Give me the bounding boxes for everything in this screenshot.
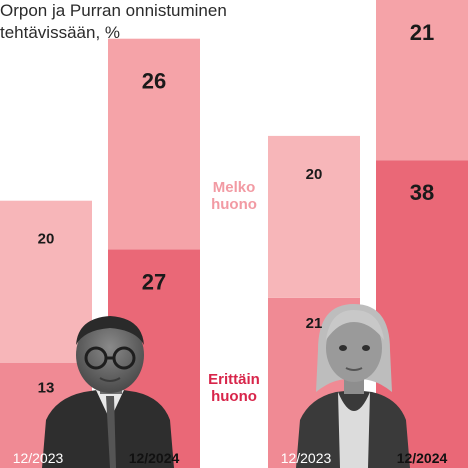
- bar-melko-huono: [376, 0, 468, 161]
- value-label-melko-huono: 21: [410, 20, 434, 45]
- x-tick-label: 12/2023: [13, 450, 64, 466]
- value-label-erittain-huono: 38: [410, 180, 434, 205]
- chart-title: Orpon ja Purran onnistuminen tehtävissää…: [0, 1, 227, 42]
- value-label-melko-huono: 20: [38, 231, 55, 248]
- value-label-melko-huono: 26: [142, 69, 166, 94]
- bar-melko-huono: [0, 200, 92, 363]
- series-label-erittain-huono: Erittäin huono: [208, 371, 260, 405]
- x-tick-label: 12/2024: [397, 450, 448, 466]
- orpo-portrait: [42, 316, 174, 468]
- x-tick-label: 12/2023: [281, 450, 332, 466]
- purra-portrait: [296, 304, 410, 468]
- value-label-erittain-huono: 21: [306, 315, 323, 332]
- value-label-melko-huono: 20: [306, 166, 323, 183]
- value-label-erittain-huono: 27: [142, 269, 166, 294]
- value-label-erittain-huono: 13: [38, 380, 55, 397]
- series-label-melko-huono: Melko huono: [211, 179, 257, 213]
- x-tick-label: 12/2024: [129, 450, 180, 466]
- bar-melko-huono: [108, 38, 200, 250]
- bar-melko-huono: [268, 135, 360, 298]
